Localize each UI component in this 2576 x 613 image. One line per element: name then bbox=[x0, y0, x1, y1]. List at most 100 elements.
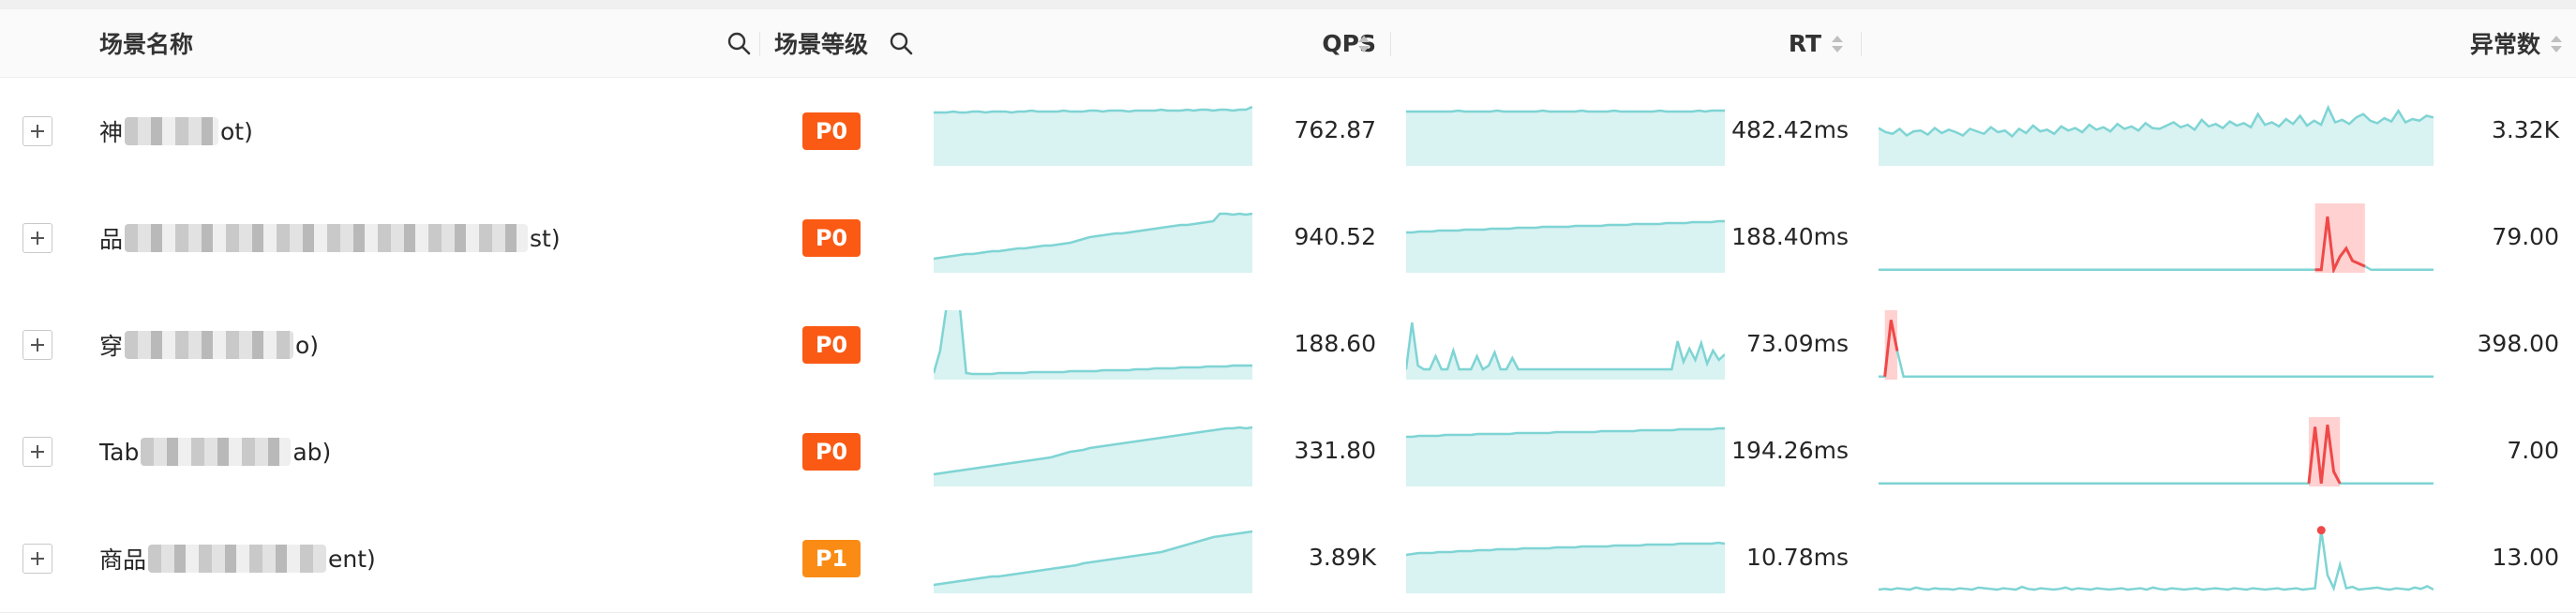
level-badge: P1 bbox=[802, 540, 861, 577]
qps-value: 3.89K bbox=[1308, 544, 1376, 571]
sparkline-line bbox=[1406, 426, 1725, 439]
scene-name[interactable]: 商品 ent) bbox=[99, 540, 376, 577]
scene-name-suffix: ab) bbox=[292, 438, 332, 466]
scene-name-suffix: ent) bbox=[328, 545, 376, 573]
scene-name-prefix: Tab bbox=[99, 438, 140, 466]
errors-value: 398.00 bbox=[2477, 330, 2559, 357]
rt-sort-icon[interactable] bbox=[1829, 34, 1846, 54]
sparkline-line bbox=[1406, 541, 1725, 557]
qps-value: 940.52 bbox=[1294, 223, 1376, 250]
table-row[interactable]: 神 ot) P0 762.87 482.42ms 3.32K bbox=[0, 78, 2576, 186]
anomaly-line bbox=[2307, 424, 2342, 485]
scene-name[interactable]: Tab ab) bbox=[99, 433, 331, 471]
plus-icon bbox=[31, 232, 44, 245]
anomaly-marker bbox=[2316, 526, 2326, 535]
sparkline-area bbox=[1406, 322, 1725, 380]
plus-icon bbox=[31, 552, 44, 565]
qps-sort-icon[interactable] bbox=[1355, 34, 1372, 54]
table-row[interactable]: 穿 o) P0 188.60 73.09ms 398.00 bbox=[0, 292, 2576, 399]
table-row[interactable]: 商品 ent) P1 3.89K 10.78ms 13.00 bbox=[0, 505, 2576, 613]
qps-value: 331.80 bbox=[1294, 437, 1376, 464]
sparkline-area bbox=[1879, 107, 2434, 166]
anomaly-line bbox=[2314, 216, 2366, 273]
qps-sparkline bbox=[934, 530, 1252, 593]
top-strip bbox=[0, 0, 2576, 9]
scene-name-prefix: 商品 bbox=[99, 546, 147, 574]
sparkline-area bbox=[1406, 221, 1725, 273]
sparkline-line bbox=[934, 310, 1252, 376]
anomaly-line bbox=[1883, 320, 1899, 377]
scene-name[interactable]: 品 st) bbox=[99, 219, 561, 257]
scene-name[interactable]: 穿 o) bbox=[99, 326, 319, 364]
scene-name[interactable]: 神 ot) bbox=[99, 112, 253, 150]
column-header-rt[interactable]: RT bbox=[1788, 29, 1821, 57]
scene-name-suffix: ot) bbox=[220, 117, 253, 145]
column-header-qps[interactable]: QPS bbox=[1322, 29, 1376, 57]
errors-sparkline bbox=[1879, 417, 2434, 486]
column-divider bbox=[759, 32, 760, 56]
plus-icon bbox=[31, 338, 44, 351]
rt-sparkline bbox=[1406, 109, 1725, 166]
sparkline-area bbox=[934, 107, 1252, 166]
rt-value: 73.09ms bbox=[1746, 330, 1849, 357]
column-divider bbox=[1390, 32, 1391, 56]
sparkline-area bbox=[1406, 543, 1725, 593]
table-row[interactable]: Tab ab) P0 331.80 194.26ms 7.00 bbox=[0, 398, 2576, 506]
sparkline-area bbox=[1406, 428, 1725, 486]
scene-name-prefix: 神 bbox=[99, 119, 124, 146]
sparkline-line bbox=[1879, 320, 2434, 379]
redacted-text bbox=[125, 117, 219, 145]
qps-value: 188.60 bbox=[1294, 330, 1376, 357]
qps-value: 762.87 bbox=[1294, 116, 1376, 143]
errors-sparkline bbox=[1879, 526, 2434, 592]
errors-value: 13.00 bbox=[2492, 544, 2559, 571]
errors-value: 79.00 bbox=[2492, 223, 2559, 250]
qps-sparkline bbox=[934, 105, 1252, 166]
errors-sparkline bbox=[1879, 203, 2434, 273]
expand-row-button[interactable] bbox=[22, 330, 52, 360]
rt-value: 194.26ms bbox=[1731, 437, 1849, 464]
expand-row-button[interactable] bbox=[22, 437, 52, 467]
sparkline-line bbox=[1879, 424, 2434, 486]
expand-row-button[interactable] bbox=[22, 116, 52, 146]
rt-sparkline bbox=[1406, 321, 1725, 380]
errors-sparkline bbox=[1879, 104, 2434, 166]
sparkline-area bbox=[934, 427, 1252, 486]
scene-level-search-icon[interactable] bbox=[884, 26, 918, 60]
sparkline-line bbox=[1406, 321, 1725, 371]
column-header-scene-level: 场景等级 bbox=[774, 31, 869, 58]
level-badge: P0 bbox=[802, 433, 861, 471]
expand-row-button[interactable] bbox=[22, 544, 52, 574]
scene-name-search-icon[interactable] bbox=[722, 26, 756, 60]
errors-value: 3.32K bbox=[2491, 116, 2559, 143]
redacted-text bbox=[141, 438, 292, 466]
column-header-scene-name: 场景名称 bbox=[99, 31, 194, 58]
sparkline-line bbox=[934, 530, 1252, 587]
level-badge: P0 bbox=[802, 219, 861, 257]
table-row[interactable]: 品 st) P0 940.52 188.40ms 79.00 bbox=[0, 185, 2576, 292]
level-badge: P0 bbox=[802, 326, 861, 364]
sparkline-area bbox=[1406, 111, 1725, 166]
plus-icon bbox=[31, 445, 44, 458]
scene-name-suffix: o) bbox=[295, 331, 320, 359]
rt-value: 10.78ms bbox=[1746, 544, 1849, 571]
errors-value: 7.00 bbox=[2507, 437, 2559, 464]
column-header-errors[interactable]: 异常数 bbox=[2469, 31, 2540, 58]
redacted-text bbox=[125, 331, 294, 359]
sparkline-line bbox=[934, 212, 1252, 261]
expand-row-button[interactable] bbox=[22, 223, 52, 253]
column-divider bbox=[1861, 32, 1862, 56]
sparkline-line bbox=[1406, 219, 1725, 234]
errors-sparkline bbox=[1879, 310, 2434, 380]
rt-sparkline bbox=[1406, 541, 1725, 593]
sparkline-area bbox=[934, 310, 1252, 380]
errors-sort-icon[interactable] bbox=[2548, 34, 2565, 54]
redacted-text bbox=[148, 545, 327, 573]
scene-name-prefix: 品 bbox=[99, 226, 124, 253]
rt-sparkline bbox=[1406, 426, 1725, 486]
level-badge: P0 bbox=[802, 112, 861, 150]
sparkline-line bbox=[1879, 530, 2434, 592]
scene-name-prefix: 穿 bbox=[99, 333, 124, 360]
qps-sparkline bbox=[934, 426, 1252, 486]
table-header: 场景名称 场景等级 QPS RT 异常数 bbox=[0, 9, 2576, 78]
